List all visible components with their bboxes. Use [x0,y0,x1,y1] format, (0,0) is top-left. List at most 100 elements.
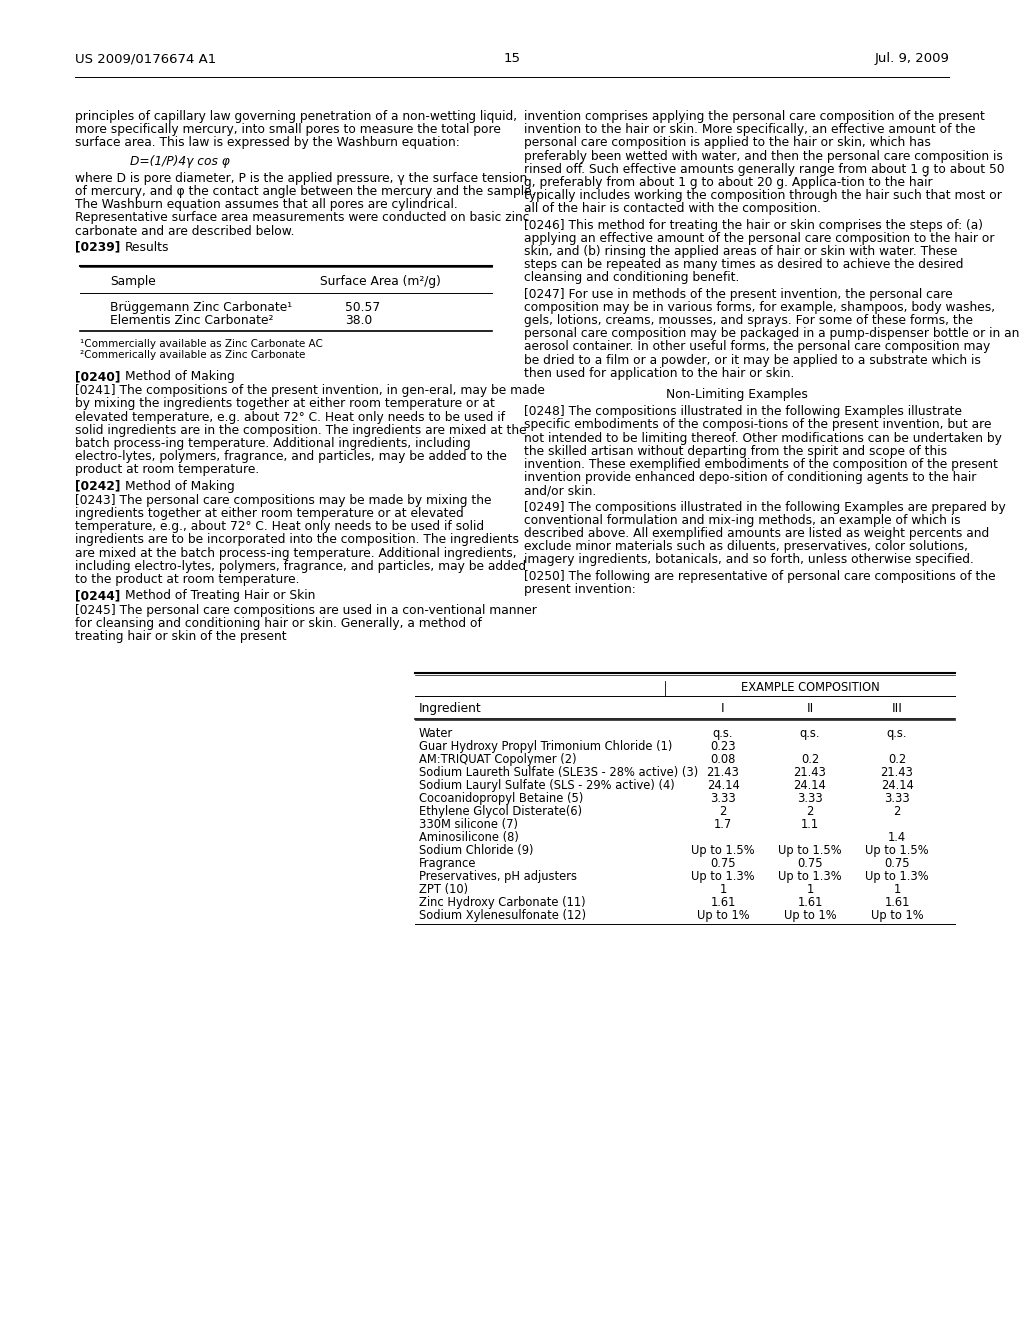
Text: q.s.: q.s. [887,727,907,741]
Text: surface area. This law is expressed by the Washburn equation:: surface area. This law is expressed by t… [75,136,460,149]
Text: I: I [721,702,725,715]
Text: then used for application to the hair or skin.: then used for application to the hair or… [524,367,795,380]
Text: 0.75: 0.75 [798,857,823,870]
Text: Up to 1.5%: Up to 1.5% [778,845,842,857]
Text: preferably been wetted with water, and then the personal care composition is: preferably been wetted with water, and t… [524,149,1002,162]
Text: 21.43: 21.43 [707,766,739,779]
Text: EXAMPLE COMPOSITION: EXAMPLE COMPOSITION [740,681,880,693]
Text: specific embodiments of the composi-tions of the present invention, but are: specific embodiments of the composi-tion… [524,418,991,432]
Text: invention. These exemplified embodiments of the composition of the present: invention. These exemplified embodiments… [524,458,997,471]
Text: [0241] The compositions of the present invention, in gen-eral, may be made: [0241] The compositions of the present i… [75,384,545,397]
Text: invention to the hair or skin. More specifically, an effective amount of the: invention to the hair or skin. More spec… [524,123,976,136]
Text: Sample: Sample [110,276,156,289]
Text: ingredients are to be incorporated into the composition. The ingredients: ingredients are to be incorporated into … [75,533,519,546]
Text: Up to 1.5%: Up to 1.5% [865,845,929,857]
Text: 3.33: 3.33 [710,792,736,805]
Text: 21.43: 21.43 [881,766,913,779]
Text: typically includes working the composition through the hair such that most or: typically includes working the compositi… [524,189,1001,202]
Text: [0239]: [0239] [75,240,120,253]
Text: 0.75: 0.75 [884,857,909,870]
Text: and/or skin.: and/or skin. [524,484,596,498]
Text: Sodium Chloride (9): Sodium Chloride (9) [419,845,534,857]
Text: Non-Limiting Examples: Non-Limiting Examples [666,388,808,401]
Text: carbonate and are described below.: carbonate and are described below. [75,224,295,238]
Text: Results: Results [125,240,170,253]
Text: US 2009/0176674 A1: US 2009/0176674 A1 [75,51,216,65]
Text: by mixing the ingredients together at either room temperature or at: by mixing the ingredients together at ei… [75,397,495,411]
Text: the skilled artisan without departing from the spirit and scope of this: the skilled artisan without departing fr… [524,445,947,458]
Text: 1.4: 1.4 [888,832,906,845]
Text: 21.43: 21.43 [794,766,826,779]
Text: Brüggemann Zinc Carbonate¹: Brüggemann Zinc Carbonate¹ [110,301,292,314]
Text: Elementis Zinc Carbonate²: Elementis Zinc Carbonate² [110,314,273,327]
Text: [0249] The compositions illustrated in the following Examples are prepared by: [0249] The compositions illustrated in t… [524,500,1006,513]
Text: 1.7: 1.7 [714,818,732,832]
Text: of mercury, and φ the contact angle between the mercury and the sample.: of mercury, and φ the contact angle betw… [75,185,536,198]
Text: Zinc Hydroxy Carbonate (11): Zinc Hydroxy Carbonate (11) [419,896,586,909]
Text: Representative surface area measurements were conducted on basic zinc: Representative surface area measurements… [75,211,529,224]
Text: [0245] The personal care compositions are used in a con-ventional manner: [0245] The personal care compositions ar… [75,603,537,616]
Text: Aminosilicone (8): Aminosilicone (8) [419,832,519,845]
Text: treating hair or skin of the present: treating hair or skin of the present [75,630,287,643]
Text: [0248] The compositions illustrated in the following Examples illustrate: [0248] The compositions illustrated in t… [524,405,962,418]
Text: [0250] The following are representative of personal care compositions of the: [0250] The following are representative … [524,570,995,582]
Text: gels, lotions, creams, mousses, and sprays. For some of these forms, the: gels, lotions, creams, mousses, and spra… [524,314,973,327]
Text: Guar Hydroxy Propyl Trimonium Chloride (1): Guar Hydroxy Propyl Trimonium Chloride (… [419,741,673,754]
Text: described above. All exemplified amounts are listed as weight percents and: described above. All exemplified amounts… [524,527,989,540]
Text: Up to 1.5%: Up to 1.5% [691,845,755,857]
Text: personal care composition is applied to the hair or skin, which has: personal care composition is applied to … [524,136,931,149]
Text: 0.08: 0.08 [711,754,735,766]
Text: cleansing and conditioning benefit.: cleansing and conditioning benefit. [524,272,739,284]
Text: Up to 1%: Up to 1% [696,909,750,923]
Text: steps can be repeated as many times as desired to achieve the desired: steps can be repeated as many times as d… [524,259,964,271]
Text: Surface Area (m²/g): Surface Area (m²/g) [319,276,441,289]
Text: Up to 1.3%: Up to 1.3% [691,870,755,883]
Text: ²Commerically available as Zinc Carbonate: ²Commerically available as Zinc Carbonat… [80,350,305,360]
Text: Cocoanidopropyl Betaine (5): Cocoanidopropyl Betaine (5) [419,792,584,805]
Text: be dried to a film or a powder, or it may be applied to a substrate which is: be dried to a film or a powder, or it ma… [524,354,981,367]
Text: conventional formulation and mix-ing methods, an example of which is: conventional formulation and mix-ing met… [524,513,961,527]
Text: 1.61: 1.61 [885,896,909,909]
Text: Sodium Xylenesulfonate (12): Sodium Xylenesulfonate (12) [419,909,586,923]
Text: 15: 15 [504,51,520,65]
Text: 1: 1 [893,883,901,896]
Text: more specifically mercury, into small pores to measure the total pore: more specifically mercury, into small po… [75,123,501,136]
Text: 24.14: 24.14 [881,779,913,792]
Text: [0246] This method for treating the hair or skin comprises the steps of: (a): [0246] This method for treating the hair… [524,219,983,231]
Text: temperature, e.g., about 72° C. Heat only needs to be used if solid: temperature, e.g., about 72° C. Heat onl… [75,520,484,533]
Text: Fragrance: Fragrance [419,857,476,870]
Text: 0.2: 0.2 [888,754,906,766]
Text: skin, and (b) rinsing the applied areas of hair or skin with water. These: skin, and (b) rinsing the applied areas … [524,246,957,257]
Text: 3.33: 3.33 [797,792,823,805]
Text: to the product at room temperature.: to the product at room temperature. [75,573,299,586]
Text: Sodium Lauryl Sulfate (SLS - 29% active) (4): Sodium Lauryl Sulfate (SLS - 29% active)… [419,779,675,792]
Text: [0240]: [0240] [75,370,121,383]
Text: personal care composition may be packaged in a pump-dispenser bottle or in an: personal care composition may be package… [524,327,1019,341]
Text: elevated temperature, e.g. about 72° C. Heat only needs to be used if: elevated temperature, e.g. about 72° C. … [75,411,505,424]
Text: 2: 2 [719,805,727,818]
Text: Jul. 9, 2009: Jul. 9, 2009 [874,51,949,65]
Text: AM:TRIQUAT Copolymer (2): AM:TRIQUAT Copolymer (2) [419,754,577,766]
Text: 1.1: 1.1 [801,818,819,832]
Text: invention comprises applying the personal care composition of the present: invention comprises applying the persona… [524,110,985,123]
Text: The Washburn equation assumes that all pores are cylindrical.: The Washburn equation assumes that all p… [75,198,458,211]
Text: [0247] For use in methods of the present invention, the personal care: [0247] For use in methods of the present… [524,288,952,301]
Text: 24.14: 24.14 [707,779,739,792]
Text: Method of Treating Hair or Skin: Method of Treating Hair or Skin [125,589,315,602]
Text: rinsed off. Such effective amounts generally range from about 1 g to about 50: rinsed off. Such effective amounts gener… [524,162,1005,176]
Text: 24.14: 24.14 [794,779,826,792]
Text: including electro-lytes, polymers, fragrance, and particles, may be added: including electro-lytes, polymers, fragr… [75,560,526,573]
Text: ¹Commercially available as Zinc Carbonate AC: ¹Commercially available as Zinc Carbonat… [80,339,323,348]
Text: product at room temperature.: product at room temperature. [75,463,259,477]
Text: all of the hair is contacted with the composition.: all of the hair is contacted with the co… [524,202,821,215]
Text: Method of Making: Method of Making [125,479,234,492]
Text: q.s.: q.s. [800,727,820,741]
Text: Ingredient: Ingredient [419,702,481,715]
Text: invention provide enhanced depo-sition of conditioning agents to the hair: invention provide enhanced depo-sition o… [524,471,976,484]
Text: 1: 1 [806,883,814,896]
Text: applying an effective amount of the personal care composition to the hair or: applying an effective amount of the pers… [524,232,994,244]
Text: 0.2: 0.2 [801,754,819,766]
Text: not intended to be limiting thereof. Other modifications can be undertaken by: not intended to be limiting thereof. Oth… [524,432,1001,445]
Text: [0242]: [0242] [75,479,121,492]
Text: 1: 1 [720,883,727,896]
